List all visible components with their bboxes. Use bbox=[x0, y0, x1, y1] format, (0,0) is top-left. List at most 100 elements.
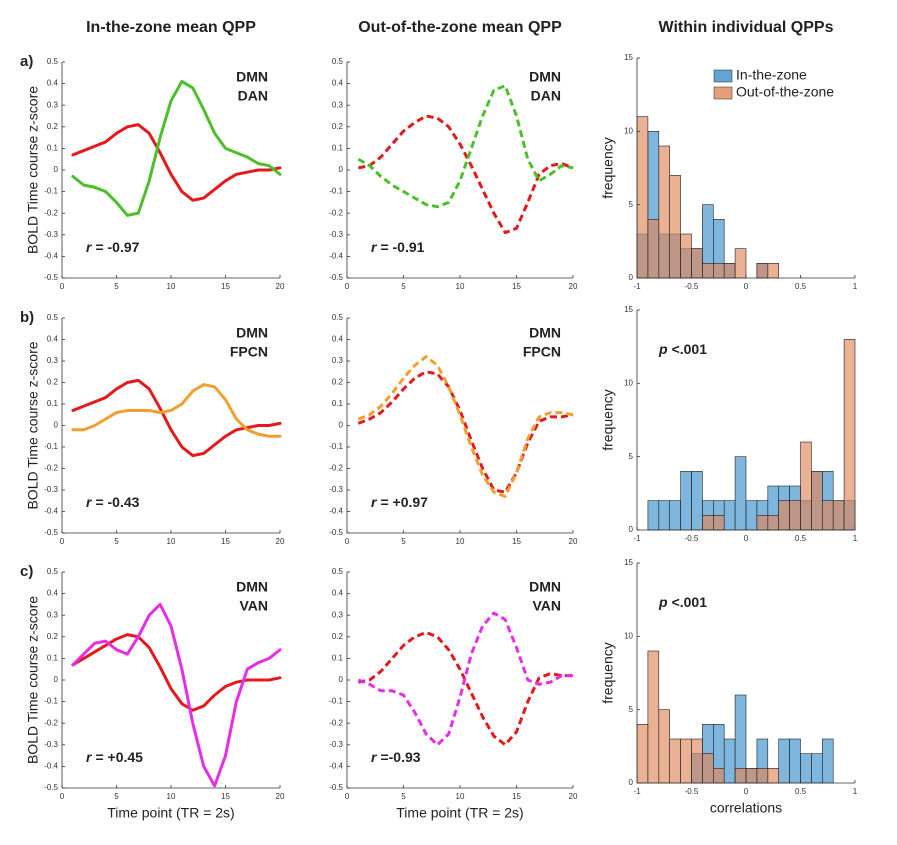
y-tick-label: 0.4 bbox=[47, 589, 59, 598]
histogram-bar bbox=[680, 471, 692, 531]
y-axis-label: frequency bbox=[600, 642, 616, 703]
series-line bbox=[358, 630, 573, 747]
histogram-bar bbox=[658, 145, 670, 279]
y-tick-label: -0.5 bbox=[44, 783, 58, 792]
histogram-bar bbox=[811, 471, 823, 531]
histogram-bar bbox=[832, 500, 845, 531]
legend-label: FPCN bbox=[523, 344, 561, 360]
annotation-text: = -0.91 bbox=[380, 239, 424, 255]
annotation-text: <.001 bbox=[672, 341, 708, 357]
legend-label: FPCN bbox=[230, 344, 268, 360]
y-tick-label: 0.5 bbox=[47, 313, 59, 322]
series-line bbox=[71, 378, 282, 458]
y-tick-label: -0.3 bbox=[329, 740, 343, 749]
x-tick-label: 15 bbox=[221, 792, 230, 801]
x-tick-label: 0 bbox=[744, 534, 749, 543]
x-tick-label: 5 bbox=[114, 282, 119, 291]
annotation-symbol: p bbox=[658, 594, 668, 610]
x-tick-label: 10 bbox=[167, 282, 176, 291]
y-tick-label: -0.3 bbox=[329, 485, 343, 494]
histogram-bar bbox=[712, 263, 725, 279]
y-tick-label: 0.3 bbox=[332, 356, 344, 365]
panel-label: a) bbox=[20, 53, 33, 70]
x-tick-label: 0 bbox=[60, 792, 65, 801]
y-tick-label: 0.1 bbox=[332, 399, 344, 408]
y-tick-label: 0.1 bbox=[47, 654, 59, 663]
x-tick-label: 5 bbox=[114, 537, 119, 546]
histogram-bar bbox=[702, 753, 714, 784]
histogram-bar bbox=[712, 515, 725, 531]
y-tick-label: -0.1 bbox=[329, 442, 343, 451]
y-tick-label: 0.1 bbox=[332, 144, 344, 153]
x-tick-label: 1 bbox=[853, 787, 858, 796]
y-tick-label: 0 bbox=[54, 421, 59, 430]
y-tick-label: -0.3 bbox=[44, 230, 58, 239]
legend-label: DMN bbox=[529, 325, 561, 341]
legend-label: DMN bbox=[236, 325, 268, 341]
y-tick-label: -0.4 bbox=[329, 252, 343, 261]
histogram-bar bbox=[745, 768, 758, 784]
histogram-bar bbox=[767, 515, 779, 531]
annotation-text: = +0.97 bbox=[380, 494, 428, 510]
histogram-bar bbox=[767, 768, 779, 784]
annotation-symbol: r bbox=[86, 494, 93, 510]
annotation: p <.001 bbox=[658, 594, 707, 610]
y-tick-label: 0.3 bbox=[332, 610, 344, 619]
series-line bbox=[71, 602, 282, 788]
histogram-bar bbox=[843, 339, 856, 531]
x-tick-label: 10 bbox=[167, 537, 176, 546]
y-tick-label: 0.3 bbox=[47, 100, 59, 109]
legend-swatch bbox=[713, 69, 733, 83]
x-tick-label: 20 bbox=[276, 537, 285, 546]
y-tick-label: 0.2 bbox=[47, 632, 59, 641]
annotation-symbol: r bbox=[86, 239, 93, 255]
y-tick-label: -0.4 bbox=[44, 507, 58, 516]
y-tick-label: -0.3 bbox=[44, 740, 58, 749]
y-tick-label: -0.5 bbox=[329, 528, 343, 537]
histogram-bar bbox=[647, 650, 660, 784]
y-tick-label: 0.5 bbox=[47, 567, 59, 576]
y-tick-label: 0 bbox=[339, 675, 344, 684]
x-tick-label: 5 bbox=[401, 537, 406, 546]
histogram-bar bbox=[658, 500, 670, 531]
y-tick-label: 0 bbox=[339, 421, 344, 430]
x-tick-label: -1 bbox=[633, 282, 641, 291]
histogram-bar bbox=[702, 515, 714, 531]
legend-swatch bbox=[713, 86, 733, 100]
y-tick-label: -0.2 bbox=[329, 718, 343, 727]
y-tick-label: 5 bbox=[629, 705, 634, 714]
histogram-bar bbox=[647, 219, 660, 279]
y-tick-label: -0.5 bbox=[329, 783, 343, 792]
y-tick-label: 0.3 bbox=[47, 610, 59, 619]
annotation-symbol: r bbox=[371, 494, 378, 510]
histogram-bar bbox=[767, 263, 779, 279]
y-tick-label: -0.2 bbox=[44, 208, 58, 217]
x-axis-label: correlations bbox=[710, 800, 782, 816]
x-tick-label: 20 bbox=[569, 537, 578, 546]
legend-label: VAN bbox=[532, 598, 561, 614]
histogram-bar bbox=[756, 515, 769, 531]
y-tick-label: 0.2 bbox=[332, 378, 344, 387]
y-tick-label: 0.2 bbox=[332, 122, 344, 131]
y-tick-label: 0 bbox=[629, 778, 634, 787]
histogram-bar bbox=[800, 753, 812, 784]
y-tick-label: 0 bbox=[629, 273, 634, 282]
y-tick-label: 0.1 bbox=[47, 144, 59, 153]
legend-label: DMN bbox=[236, 69, 268, 85]
legend-label: Out-of-the-zone bbox=[736, 84, 834, 100]
x-tick-label: 0 bbox=[345, 537, 350, 546]
histogram-bar bbox=[778, 738, 790, 784]
y-tick-label: 15 bbox=[624, 558, 633, 567]
y-tick-label: 0.2 bbox=[332, 632, 344, 641]
y-tick-label: 0.1 bbox=[332, 654, 344, 663]
annotation: p <.001 bbox=[658, 341, 707, 357]
histogram-bar bbox=[756, 768, 769, 784]
x-tick-label: -0.5 bbox=[685, 534, 699, 543]
series-line bbox=[357, 370, 574, 494]
histogram-bar bbox=[811, 753, 823, 784]
x-tick-label: 10 bbox=[456, 792, 465, 801]
panel-label: b) bbox=[20, 309, 34, 326]
column-title: Out-of-the-zone mean QPP bbox=[358, 19, 562, 36]
series-line bbox=[358, 114, 574, 235]
histogram-bar bbox=[800, 441, 812, 531]
